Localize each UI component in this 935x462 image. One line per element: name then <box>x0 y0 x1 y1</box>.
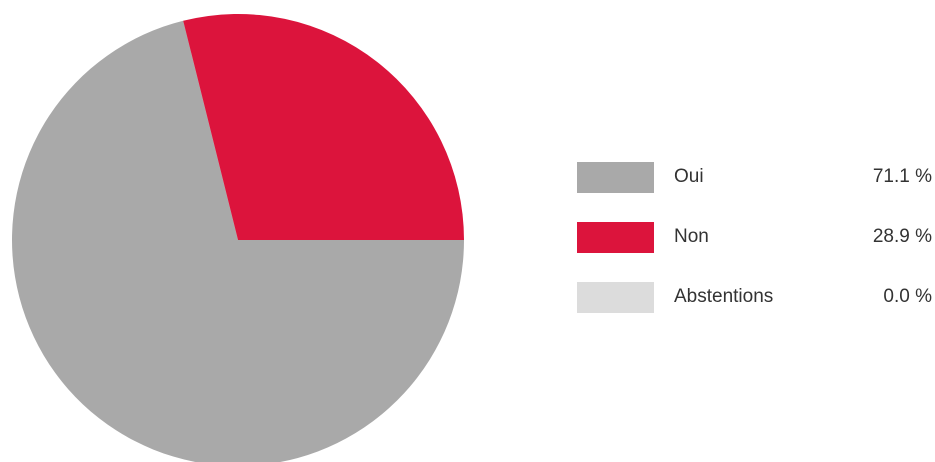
legend-label-abstentions: Abstentions <box>674 286 774 307</box>
legend-value-abstentions: 0.0 % <box>883 286 932 307</box>
pie-slice-non <box>183 13 465 241</box>
legend-swatch-abstentions <box>577 282 654 313</box>
legend-label-non: Non <box>674 226 709 247</box>
legend-value-oui: 71.1 % <box>872 166 932 187</box>
legend-item-oui: Oui 71.1 % <box>577 162 932 193</box>
legend-item-non: Non 28.9 % <box>577 222 932 253</box>
legend-label-oui: Oui <box>674 166 704 187</box>
legend-swatch-non <box>577 222 654 253</box>
legend-swatch-oui <box>577 162 654 193</box>
legend-value-non: 28.9 % <box>872 226 932 247</box>
legend: Oui 71.1 % Non 28.9 % Abstentions 0.0 % <box>577 162 932 342</box>
pie-slice-oui <box>12 20 464 462</box>
legend-item-abstentions: Abstentions 0.0 % <box>577 282 932 313</box>
